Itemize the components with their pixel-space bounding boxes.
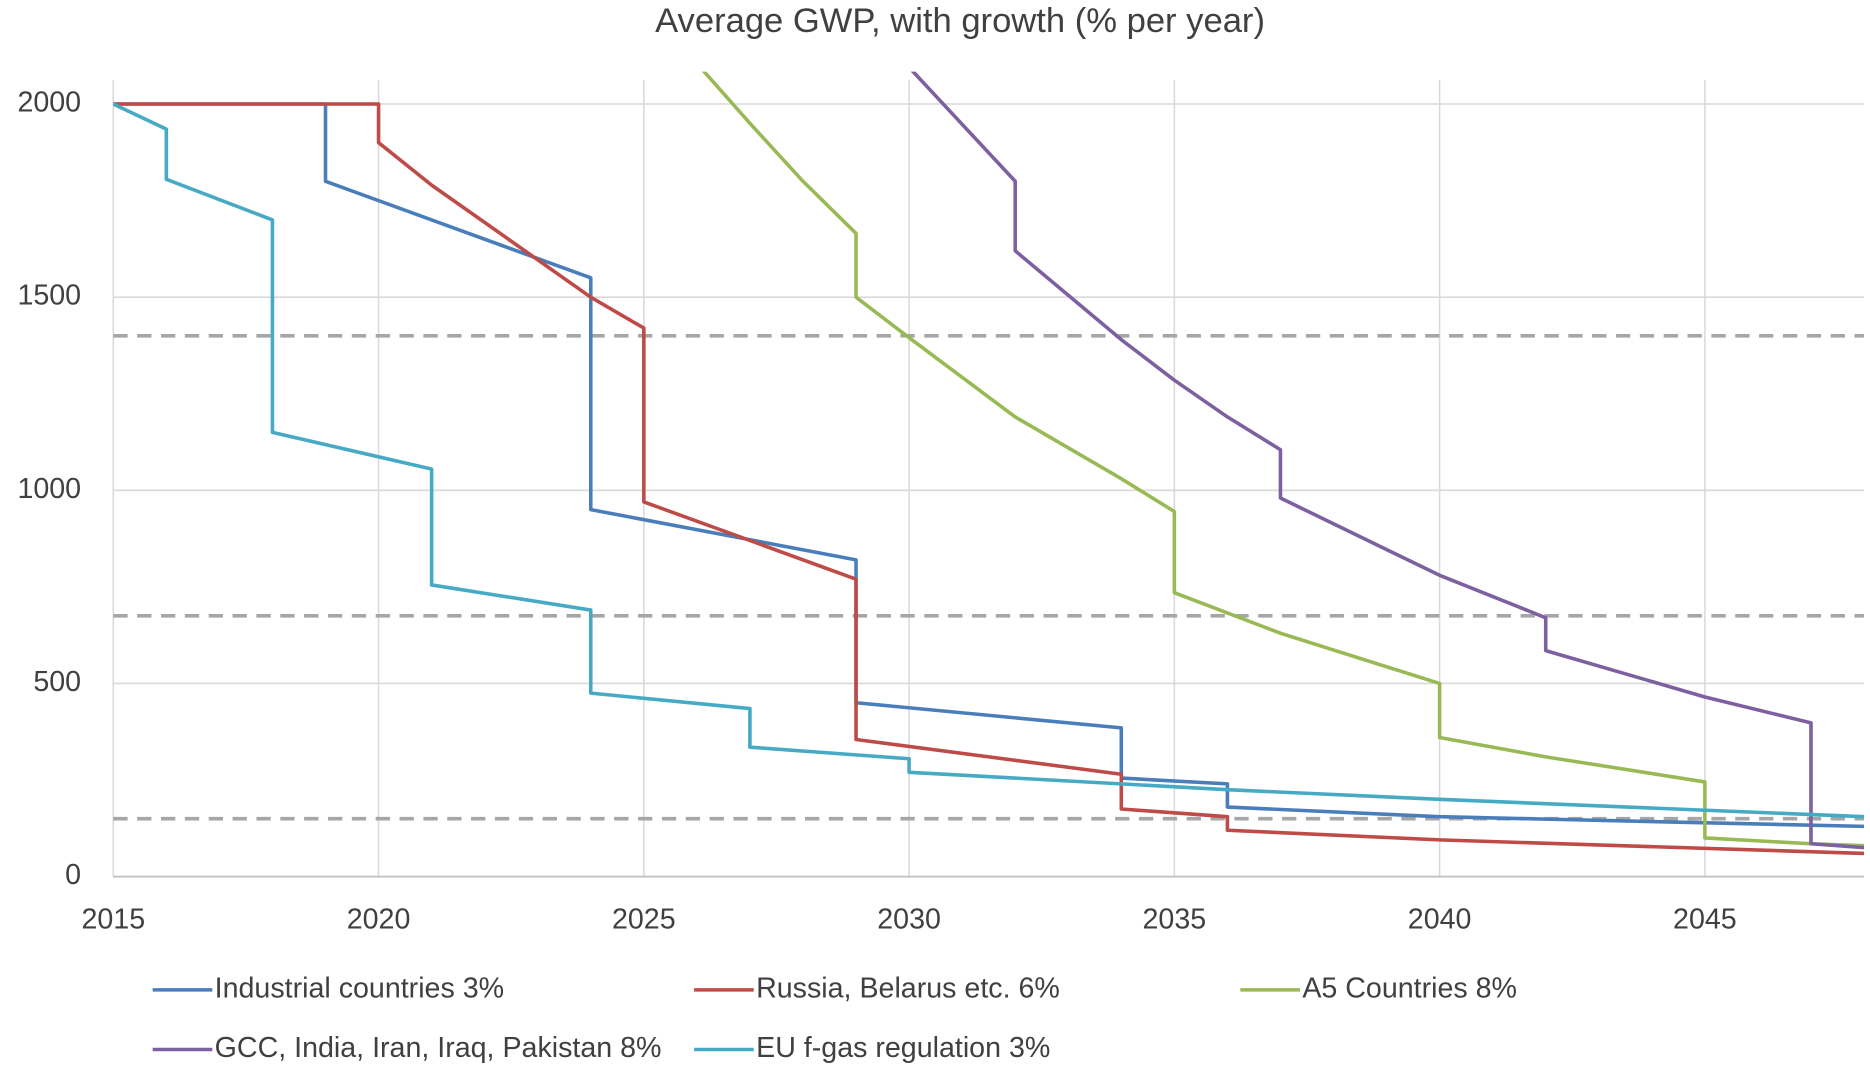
y-tick-label: 1000 xyxy=(17,473,81,505)
labels: 0 500 1000 1500 2000 2015 2020 2025 2030 2035 2040… xyxy=(17,87,1736,1065)
x-tick-label: 2025 xyxy=(612,903,676,935)
reference-lines xyxy=(113,334,1865,821)
y-tick-label: 1500 xyxy=(17,280,81,312)
series-line xyxy=(701,71,1865,848)
series-line xyxy=(910,71,1865,850)
x-tick-label: 2035 xyxy=(1143,903,1207,935)
plot-lines xyxy=(113,71,1865,856)
legend-label: A5 Countries 8% xyxy=(1302,972,1517,1004)
x-tick-label: 2030 xyxy=(877,903,941,935)
y-tick-label: 500 xyxy=(33,666,81,698)
legend-label: GCC, India, Iran, Iraq, Pakistan 8% xyxy=(215,1032,662,1064)
legend-label: EU f-gas regulation 3% xyxy=(756,1032,1050,1064)
x-tick-label: 2045 xyxy=(1673,903,1737,935)
series-line xyxy=(113,102,1865,819)
x-tick-label: 2020 xyxy=(347,903,411,935)
series-line xyxy=(113,102,1865,829)
x-tick-label: 2040 xyxy=(1408,903,1472,935)
y-tick-label: 2000 xyxy=(17,87,81,119)
grid xyxy=(112,79,1865,878)
series-line xyxy=(113,102,1865,856)
legend-label: Industrial countries 3% xyxy=(215,972,504,1004)
y-tick-label: 0 xyxy=(65,859,81,891)
chart-title: Average GWP, with growth (% per year) xyxy=(655,2,1265,40)
legend-label: Russia, Belarus etc. 6% xyxy=(756,972,1060,1004)
x-tick-label: 2015 xyxy=(81,903,145,935)
